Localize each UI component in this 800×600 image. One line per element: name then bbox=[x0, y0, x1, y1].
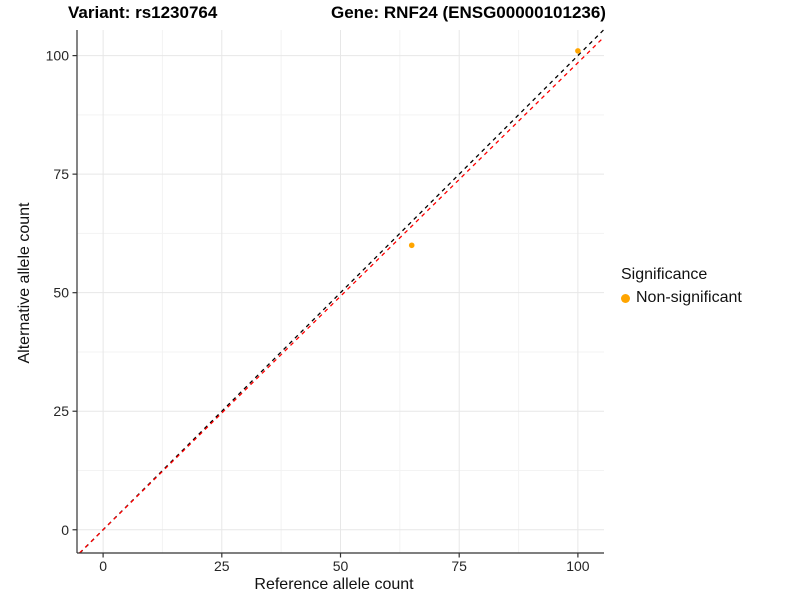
y-axis-title: Alternative allele count bbox=[16, 202, 33, 364]
x-tick-label: 75 bbox=[451, 558, 467, 574]
variant-title: Variant: rs1230764 bbox=[68, 3, 218, 22]
x-tick-label: 25 bbox=[214, 558, 230, 574]
legend-item: Non-significant bbox=[621, 289, 742, 307]
y-tick-label: 0 bbox=[61, 522, 69, 538]
regression-line bbox=[79, 36, 605, 554]
legend: Significance Non-significant bbox=[621, 266, 742, 307]
y-tick-label: 100 bbox=[46, 48, 70, 64]
data-point bbox=[408, 242, 415, 249]
legend-item-label: Non-significant bbox=[636, 289, 742, 306]
identity-line bbox=[79, 29, 604, 554]
y-tick-label: 50 bbox=[53, 285, 69, 301]
x-axis-title: Reference allele count bbox=[254, 576, 414, 593]
gene-title: Gene: RNF24 (ENSG00000101236) bbox=[331, 3, 606, 22]
x-tick-label: 0 bbox=[99, 558, 107, 574]
data-point bbox=[575, 48, 581, 54]
y-tick-label: 75 bbox=[53, 166, 69, 182]
x-tick-label: 50 bbox=[333, 558, 349, 574]
legend-key-dot-icon bbox=[621, 293, 630, 303]
y-tick-label: 25 bbox=[53, 403, 69, 419]
x-tick-label: 100 bbox=[566, 558, 590, 574]
legend-title: Significance bbox=[621, 266, 708, 283]
legend-items: Non-significant bbox=[621, 289, 742, 307]
